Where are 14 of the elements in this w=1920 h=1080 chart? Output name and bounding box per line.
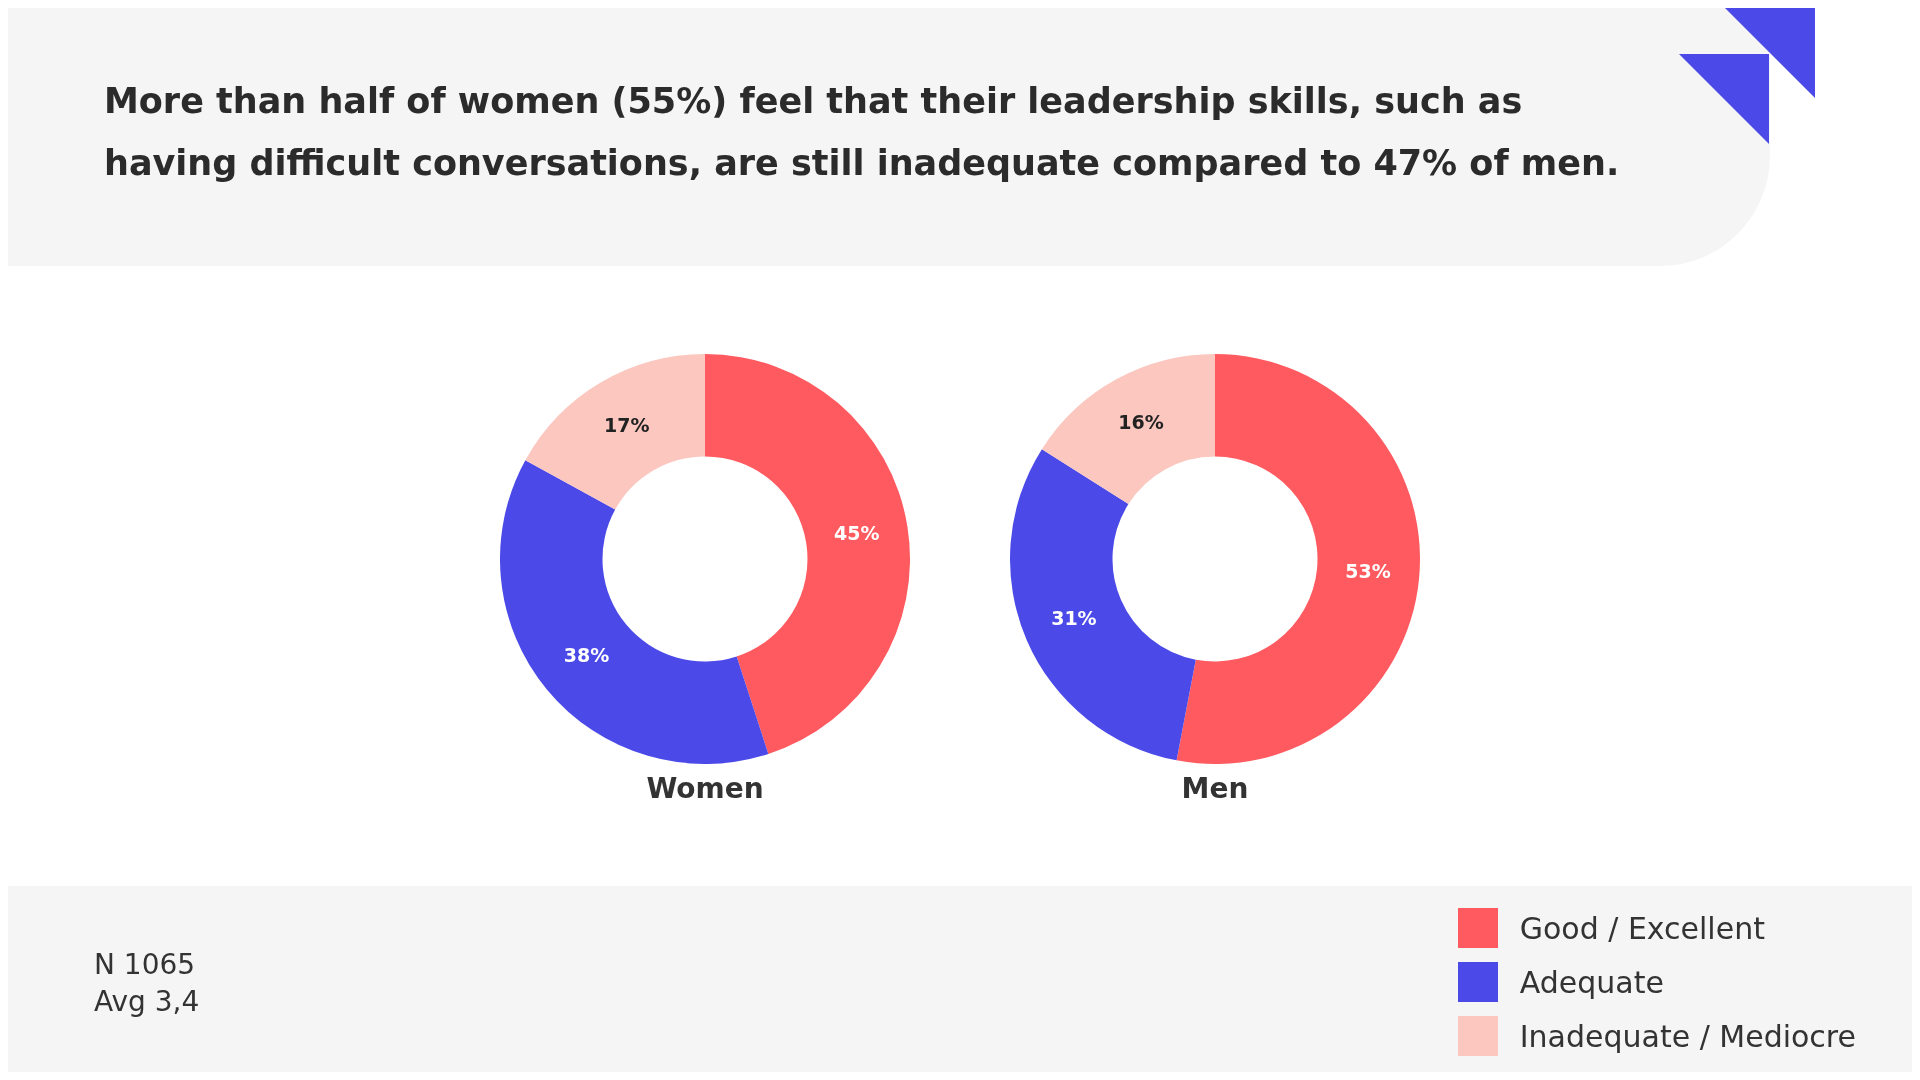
chart-title: More than half of women (55%) feel that their leadership skills, such as having difficult conversations, are still inadequate compared to 47% of men.: [104, 80, 1621, 185]
text: Women: [646, 772, 764, 805]
text: Avg 3,4: [94, 984, 200, 1020]
data-label: 17%: [603, 413, 650, 436]
data-label: 45%: [834, 521, 880, 544]
legend-label: Inadequate / Mediocre: [1519, 1018, 1856, 1054]
legend-label: Adequate: [1519, 964, 1664, 1000]
text: N 1065: [94, 947, 197, 983]
text: Men: [1181, 772, 1249, 805]
data-label: 31%: [1051, 607, 1097, 629]
data-label: 38%: [563, 643, 610, 666]
legend-label: Good / Excellent: [1519, 910, 1765, 946]
data-label: 16%: [1118, 411, 1164, 434]
data-label: 53%: [1345, 560, 1391, 583]
